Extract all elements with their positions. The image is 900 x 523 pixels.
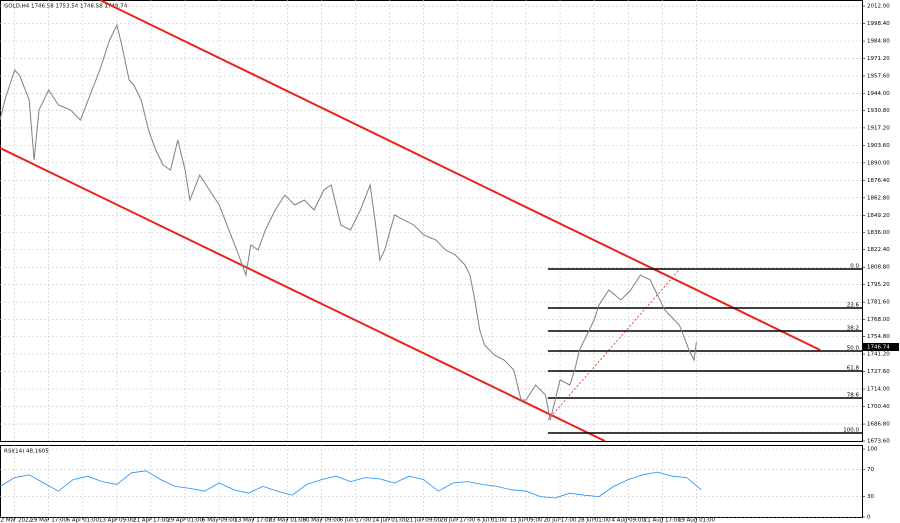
y-tick-label: 1862.80	[867, 195, 890, 201]
y-tick-label: 1890.00	[867, 160, 890, 166]
plot-area	[0, 0, 862, 441]
y-tick-label: 1754.80	[867, 334, 890, 340]
x-tick-label: 6 Apr 01:00	[67, 518, 100, 523]
y-tick-label: 1700.40	[867, 404, 890, 410]
trend-line	[99, 0, 821, 351]
y-tick-label: 1741.20	[867, 352, 890, 358]
y-tick-label: 1944.00	[867, 91, 890, 97]
y-tick-label: 1998.40	[867, 21, 890, 27]
x-tick-label: 29 Apr 01:00	[167, 518, 203, 523]
y-tick-label: 1930.80	[867, 108, 890, 114]
x-tick-label: 29 Mar 17:00	[30, 518, 67, 523]
y-tick-label: 1917.20	[867, 125, 890, 131]
x-tick-label: 11 Aug 17:00	[644, 518, 682, 523]
y-tick-label: 1971.20	[867, 56, 890, 62]
x-tick-label: 21 Jun 09:00	[406, 518, 441, 523]
y-tick-label: 1781.60	[867, 300, 890, 306]
y-tick-label: 30	[867, 494, 874, 500]
y-tick-label: 1795.20	[867, 282, 890, 288]
x-tick-label: 20 Jul 17:00	[544, 518, 577, 523]
price-panel	[0, 0, 863, 442]
trend-line	[0, 147, 606, 441]
plot-area	[0, 445, 862, 518]
y-tick-label: 1984.80	[867, 39, 890, 45]
y-tick-label: 1903.60	[867, 143, 890, 149]
x-tick-label: 13 Jul 09:00	[509, 518, 542, 523]
rsi-title: RSI(14) 48.1605	[4, 449, 49, 455]
y-tick-label: 1768.00	[867, 317, 890, 323]
fib-label: 23.6	[847, 302, 860, 308]
x-tick-label: 13 May 17:00	[234, 518, 272, 523]
last-price-box	[862, 342, 899, 351]
y-tick-label: 1673.60	[867, 439, 890, 445]
y-tick-label: 1808.80	[867, 265, 890, 271]
y-tick-label: 100	[867, 447, 878, 453]
x-tick-label: 6 Jun 17:00	[340, 518, 372, 523]
last-price-label: 1746.74	[867, 344, 890, 350]
x-tick-label: 28 Jul 01:00	[578, 518, 611, 523]
x-tick-label: 4 Aug 09:00	[611, 518, 645, 523]
x-tick-label: 13 Apr 09:00	[99, 518, 135, 523]
y-tick-label: 1714.00	[867, 387, 890, 393]
x-tick-label: 14 Jun 01:00	[372, 518, 407, 523]
y-tick-label: 0	[867, 515, 871, 521]
fib-label: 78.6	[847, 392, 860, 398]
fib-label: 61.8	[847, 365, 860, 371]
header: GOLD,H4 1746.58 1753.54 1746.58 1749.74	[4, 4, 128, 10]
price-line	[0, 23, 697, 421]
y-tick-label: 1876.40	[867, 178, 890, 184]
x-tick-label: 30 May 09:00	[303, 518, 341, 523]
x-tick-label: 21 Apr 17:00	[133, 518, 169, 523]
y-tick-label: 1957.60	[867, 73, 890, 79]
y-tick-label: 70	[867, 467, 874, 473]
fib-label: 0.0	[850, 264, 859, 270]
x-tick-label: 6 Jul 01:00	[477, 518, 507, 523]
x-tick-label: 23 May 01:00	[268, 518, 306, 523]
y-tick-label: 1686.80	[867, 422, 890, 428]
x-tick-label: 19 Aug 01:00	[678, 518, 716, 523]
x-tick-label: 28 Jun 17:00	[440, 518, 475, 523]
y-tick-label: 1727.60	[867, 369, 890, 375]
fib-trend	[547, 268, 681, 421]
y-tick-label: 1822.40	[867, 247, 890, 253]
x-tick-label: 22 Mar 2022	[0, 518, 32, 523]
price-line	[0, 470, 702, 499]
rsi-panel	[0, 445, 863, 518]
fib-label: 100.0	[843, 428, 859, 434]
y-tick-label: 1836.00	[867, 230, 890, 236]
y-tick-label: 2012.00	[867, 4, 890, 10]
y-tick-label: 1849.20	[867, 213, 890, 219]
x-tick-label: 6 May 09:00	[202, 518, 237, 523]
fib-label: 38.2	[847, 325, 859, 331]
fib-label: 50.0	[847, 346, 860, 352]
